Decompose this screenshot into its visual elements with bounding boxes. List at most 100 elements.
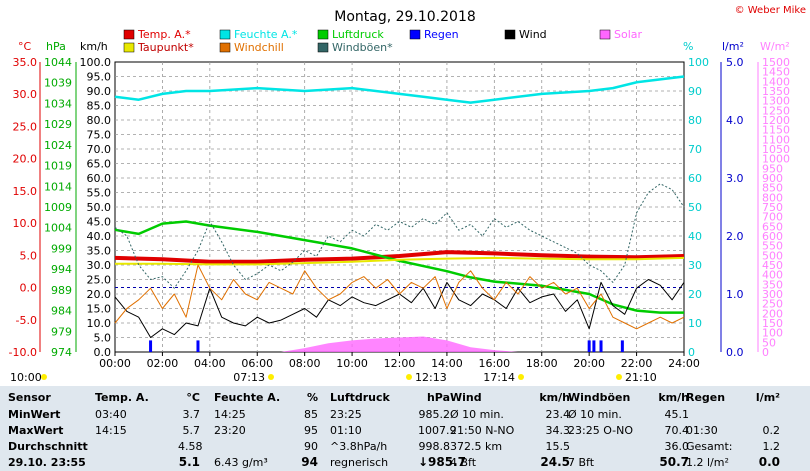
table-cell-0-8: 23.4 bbox=[545, 408, 571, 421]
wind-axis-tick-17: 15.0 bbox=[87, 303, 112, 316]
x-tick-8: 16:00 bbox=[478, 357, 510, 370]
table-cell-1-2: 5.7 bbox=[182, 424, 201, 437]
solar-area bbox=[280, 336, 542, 352]
humidity-axis-tick-9: 10 bbox=[688, 317, 702, 330]
copyright-label: © Weber Mike bbox=[735, 5, 806, 16]
series-line-6 bbox=[114, 183, 685, 289]
temp-axis-tick-6: 5.0 bbox=[20, 249, 38, 262]
solar-axis-tick-25: 250 bbox=[762, 298, 783, 311]
humidity-axis-tick-7: 30 bbox=[688, 259, 702, 272]
rain-bar-0 bbox=[149, 340, 153, 352]
wind-axis-tick-15: 25.0 bbox=[87, 274, 112, 287]
table-cell-2-8: 15.5 bbox=[545, 440, 571, 453]
humidity-axis-tick-1: 90 bbox=[688, 85, 702, 98]
sun-icon-0 bbox=[268, 374, 274, 380]
sun-icon-3 bbox=[616, 374, 622, 380]
table-cell-3-10: 50.7 bbox=[659, 455, 689, 469]
pressure-axis-tick-4: 1024 bbox=[44, 139, 72, 152]
table-header-4: % bbox=[306, 391, 318, 404]
wind-axis-tick-7: 65.0 bbox=[87, 158, 112, 171]
temp-axis-tick-2: 25.0 bbox=[13, 120, 38, 133]
temp-axis-tick-5: 10.0 bbox=[13, 217, 38, 230]
rain-axis-tick-4: 1.0 bbox=[726, 288, 744, 301]
solar-axis-tick-21: 450 bbox=[762, 259, 783, 272]
solar-axis-tick-10: 1000 bbox=[762, 153, 790, 166]
wind-axis-tick-19: 5.0 bbox=[94, 332, 112, 345]
temp-axis-tick-1: 30.0 bbox=[13, 88, 38, 101]
legend-label-3: Regen bbox=[424, 28, 459, 41]
humidity-axis-tick-10: 0 bbox=[688, 346, 695, 359]
solar-axis-tick-2: 1400 bbox=[762, 75, 790, 88]
solar-axis-tick-12: 900 bbox=[762, 172, 783, 185]
table-cell-2-2: 4.58 bbox=[178, 440, 203, 453]
temp-axis-tick-3: 20.0 bbox=[13, 153, 38, 166]
legend-swatch-1 bbox=[219, 29, 231, 40]
table-cell-0-9: Ø 10 min. bbox=[568, 408, 622, 421]
pressure-axis-tick-0: 1044 bbox=[44, 56, 72, 69]
x-tick-11: 22:00 bbox=[621, 357, 653, 370]
sun-marker-0: 07:13 bbox=[233, 371, 265, 384]
humidity-axis-tick-5: 50 bbox=[688, 201, 702, 214]
chart-title: Montag, 29.10.2018 bbox=[334, 9, 476, 25]
axis-title-wind: km/h bbox=[80, 40, 108, 53]
solar-axis-tick-19: 550 bbox=[762, 240, 783, 253]
table-cell-2-10: 36.0 bbox=[664, 440, 690, 453]
wind-axis-tick-13: 35.0 bbox=[87, 245, 112, 258]
temp-axis-tick-7: 0.0 bbox=[20, 282, 38, 295]
axis-title-temp: °C bbox=[18, 40, 32, 53]
table-cell-1-1: 14:15 bbox=[95, 424, 127, 437]
table-cell-3-7: 4 Bft bbox=[450, 456, 477, 469]
temp-axis-tick-4: 15.0 bbox=[13, 185, 38, 198]
solar-axis-tick-18: 600 bbox=[762, 230, 783, 243]
temp-axis-tick-0: 35.0 bbox=[13, 56, 38, 69]
solar-axis-tick-11: 950 bbox=[762, 162, 783, 175]
table-header-5: Luftdruck bbox=[330, 391, 390, 404]
table-cell-2-11: Gesamt: bbox=[686, 440, 733, 453]
humidity-axis-tick-3: 70 bbox=[688, 143, 702, 156]
pressure-axis-tick-10: 994 bbox=[51, 263, 72, 276]
wind-axis-tick-1: 95.0 bbox=[87, 71, 112, 84]
legend-label-4: Wind bbox=[519, 28, 547, 41]
solar-axis-tick-5: 1250 bbox=[762, 104, 790, 117]
series-layer bbox=[114, 75, 685, 352]
pressure-axis-tick-8: 1004 bbox=[44, 222, 72, 235]
legend-swatch-3 bbox=[409, 29, 421, 40]
table-header-11: Regen bbox=[686, 391, 726, 404]
sun-icon-1 bbox=[406, 374, 412, 380]
table-cell-0-5: 23:25 bbox=[330, 408, 362, 421]
humidity-axis-tick-2: 80 bbox=[688, 114, 702, 127]
pressure-axis-tick-13: 979 bbox=[51, 325, 72, 338]
x-tick-3: 06:00 bbox=[241, 357, 273, 370]
wind-axis-tick-4: 80.0 bbox=[87, 114, 112, 127]
wind-axis-tick-12: 40.0 bbox=[87, 230, 112, 243]
wind-axis-tick-3: 85.0 bbox=[87, 100, 112, 113]
series-line-0 bbox=[114, 250, 685, 264]
legend: Temp. A.* Feuchte A.* Luftdruck Regen Wind So… bbox=[123, 28, 643, 54]
table-cell-0-2: 3.7 bbox=[182, 408, 201, 421]
rain-bar-5 bbox=[620, 340, 624, 352]
table-cell-3-6: ↓985.7 bbox=[418, 455, 467, 469]
table-cell-2-7: 372.5 km bbox=[450, 440, 503, 453]
table-header-0: Sensor bbox=[8, 391, 51, 404]
legend-label-0: Temp. A.* bbox=[137, 28, 191, 41]
series-line-1 bbox=[114, 75, 685, 104]
sun-marker-2: 17:14 bbox=[483, 371, 515, 384]
table-row: MaxWert 14:15 5.7 23:20 95 01:10 1007.9 21:50 N… bbox=[0, 422, 810, 439]
table-cell-1-9: 23:25 O-NO bbox=[568, 424, 634, 437]
table-header-6: hPa bbox=[426, 391, 450, 404]
humidity-axis-tick-8: 20 bbox=[688, 288, 702, 301]
table-cell-1-8: 34.3 bbox=[545, 424, 571, 437]
legend-label-5: Solar bbox=[614, 28, 643, 41]
solar-axis-tick-24: 300 bbox=[762, 288, 783, 301]
humidity-axis-tick-6: 40 bbox=[688, 230, 702, 243]
axis-title-pressure: hPa bbox=[46, 40, 66, 53]
table-cell-2-4: 90 bbox=[304, 440, 318, 453]
solar-axis-tick-13: 850 bbox=[762, 182, 783, 195]
x-tick-6: 12:00 bbox=[384, 357, 416, 370]
solar-axis-tick-22: 400 bbox=[762, 269, 783, 282]
sun-marker-1: 12:13 bbox=[415, 371, 447, 384]
table-row: Durchschnitt 4.58 90 ^3.8hPa/h 998.8 372.5 km… bbox=[0, 438, 810, 455]
x-tick-1: 02:00 bbox=[147, 357, 179, 370]
legend-label-1: Feuchte A.* bbox=[234, 28, 298, 41]
table-cell-3-4: 94 bbox=[301, 455, 318, 469]
